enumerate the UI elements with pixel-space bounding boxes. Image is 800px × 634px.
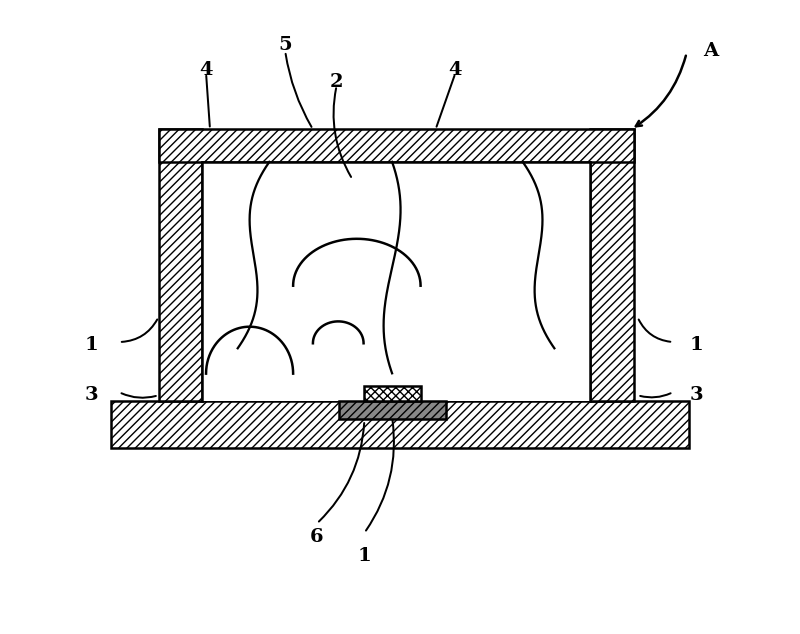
- Text: 3: 3: [690, 386, 704, 404]
- Text: 1: 1: [690, 336, 704, 354]
- Bar: [590, 129, 634, 401]
- Bar: [158, 129, 202, 401]
- Bar: [338, 401, 446, 419]
- Text: A: A: [703, 42, 718, 60]
- Text: 3: 3: [85, 386, 98, 404]
- Text: 5: 5: [278, 36, 292, 54]
- Bar: [202, 162, 590, 401]
- Bar: [111, 401, 689, 448]
- Text: 4: 4: [449, 61, 462, 79]
- Bar: [363, 386, 421, 401]
- Bar: [158, 129, 634, 162]
- Text: 4: 4: [199, 61, 213, 79]
- Text: 6: 6: [310, 528, 324, 547]
- Text: 2: 2: [330, 74, 343, 91]
- Text: 1: 1: [84, 336, 98, 354]
- Text: 1: 1: [358, 547, 371, 565]
